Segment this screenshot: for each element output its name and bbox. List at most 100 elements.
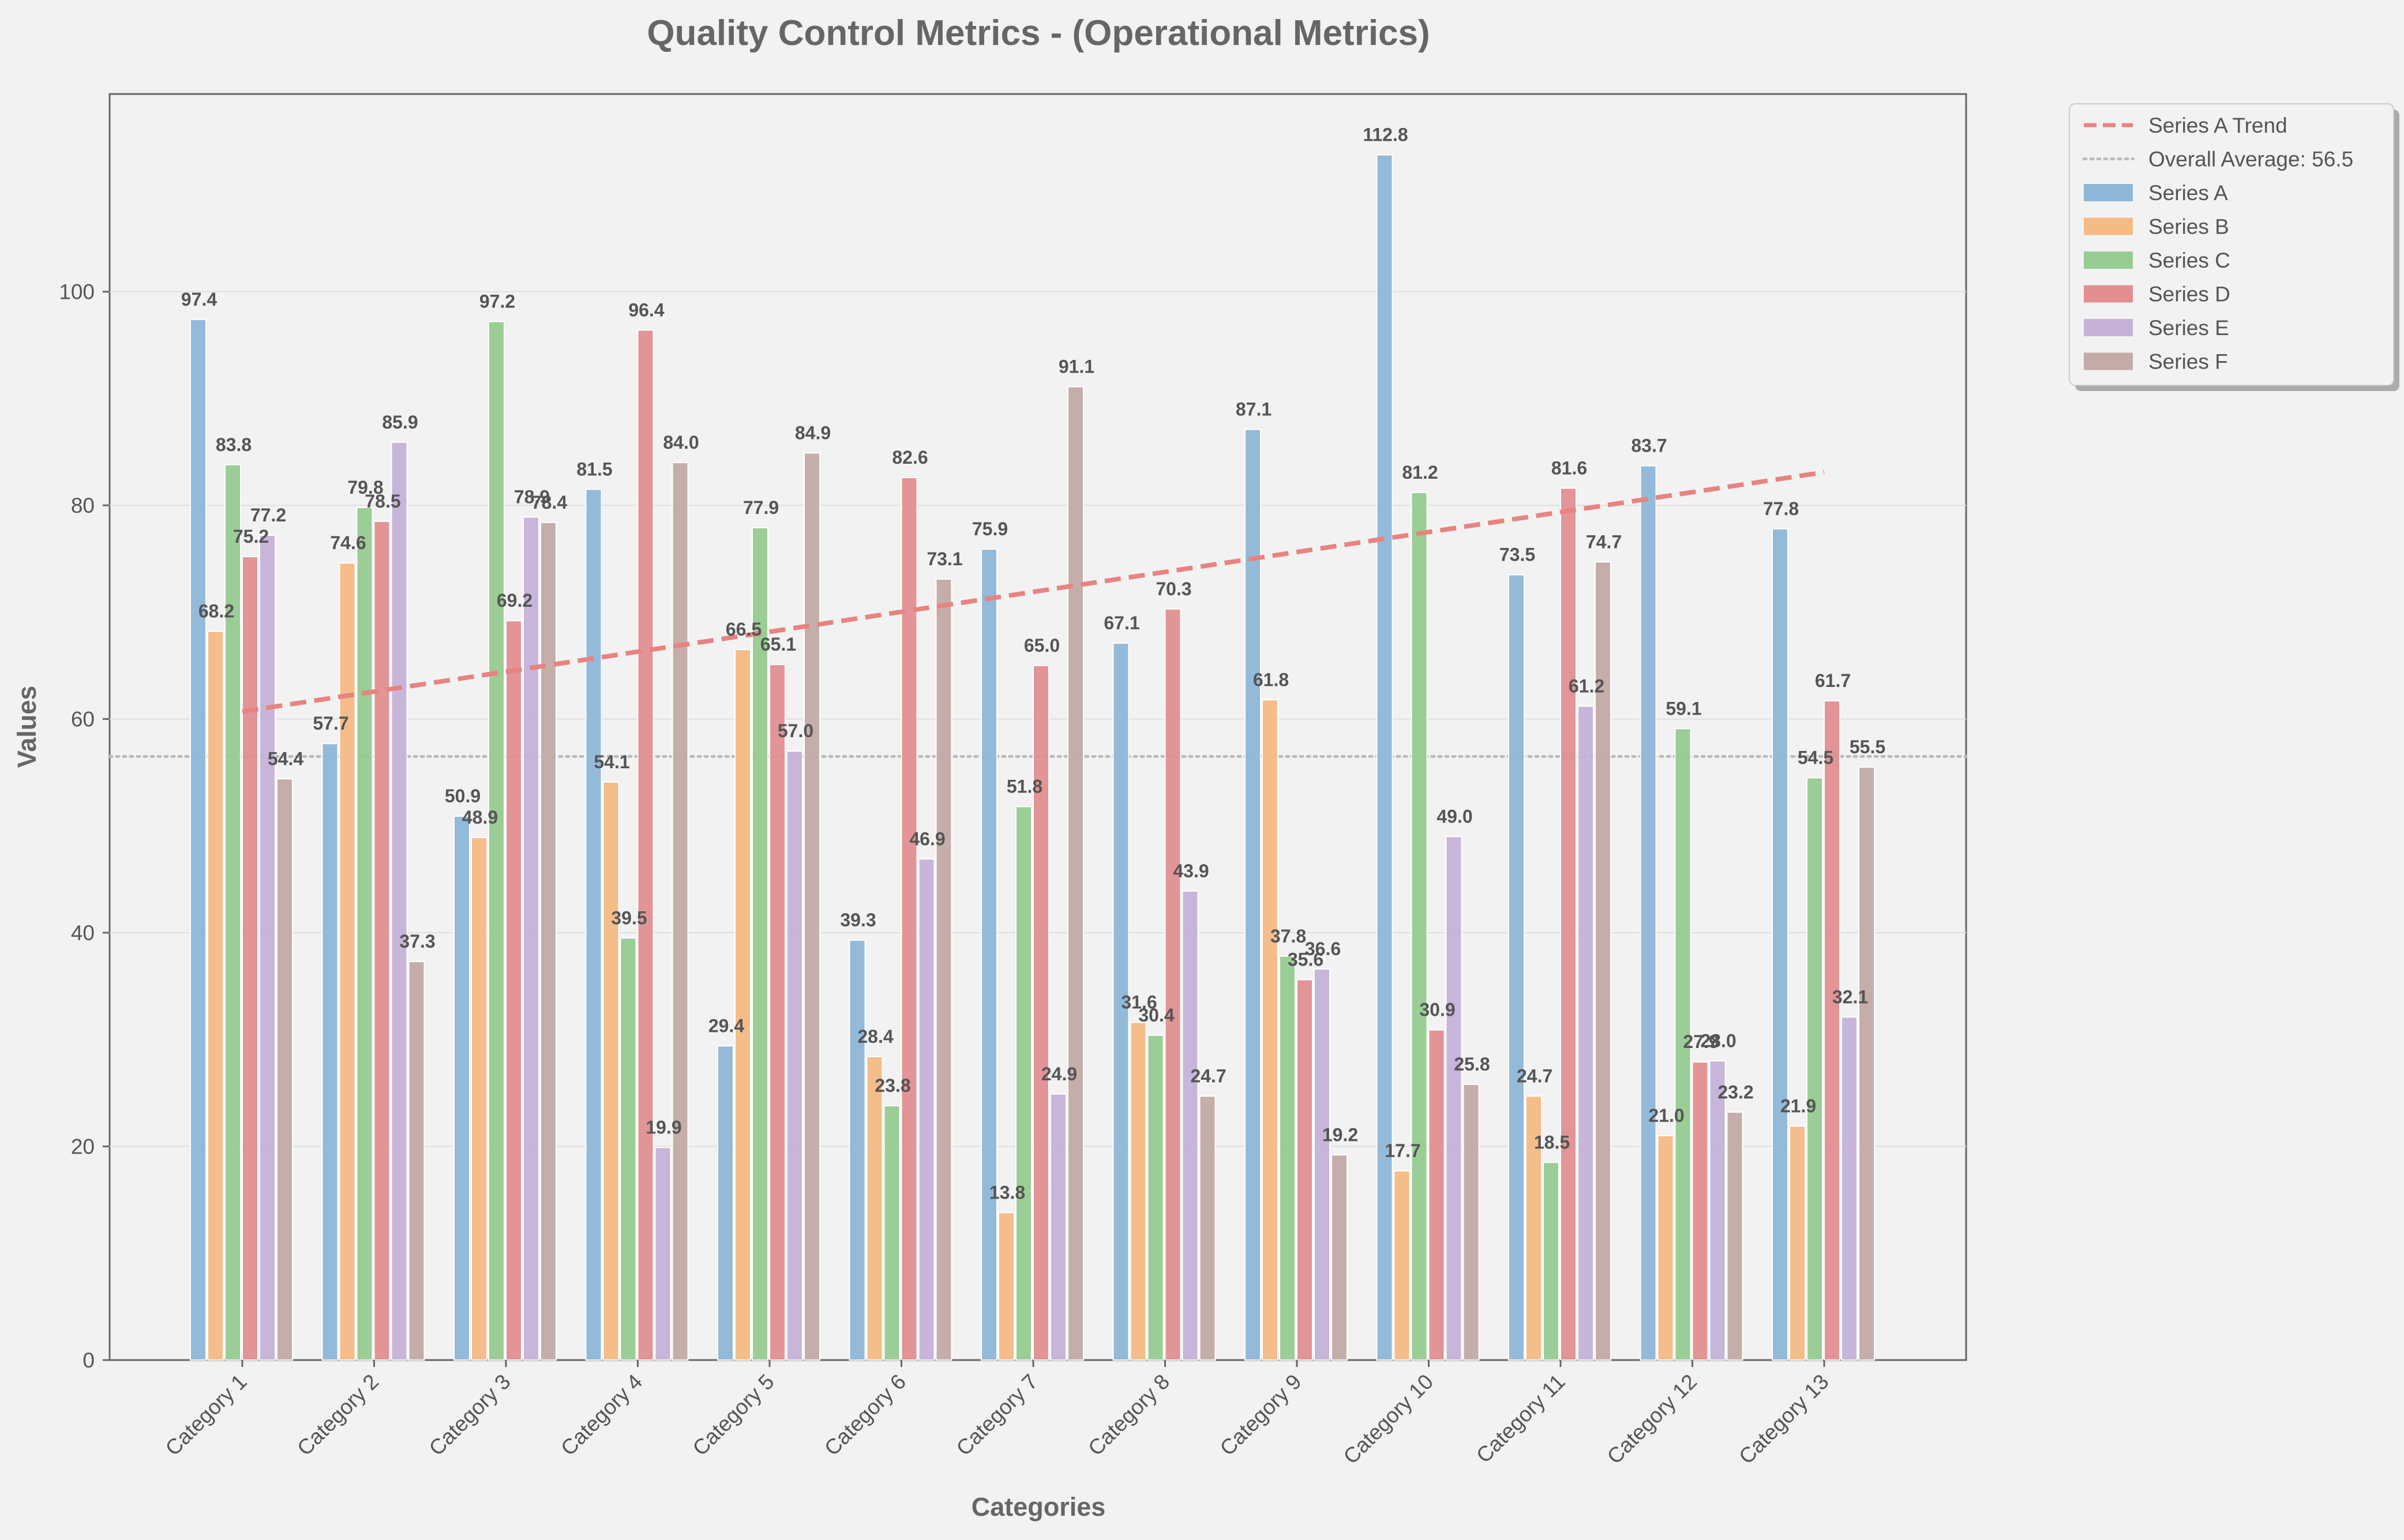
bar-value-label: 19.2 — [1322, 1124, 1358, 1145]
x-tick-label: Category 7 — [952, 1370, 1042, 1460]
bar-value-label: 74.7 — [1586, 531, 1622, 552]
bar — [1824, 700, 1840, 1361]
bar — [1508, 574, 1525, 1361]
bar-value-label: 21.9 — [1780, 1095, 1816, 1116]
bar-value-label: 75.2 — [233, 526, 269, 547]
bar-value-label: 112.8 — [1363, 125, 1408, 145]
bar-value-label: 57.0 — [778, 720, 813, 741]
y-tick-label: 40 — [71, 921, 95, 945]
bar — [1112, 643, 1130, 1361]
bar-value-label: 54.5 — [1798, 747, 1833, 768]
x-tick-label: Category 10 — [1339, 1370, 1438, 1469]
bar-value-label: 97.4 — [181, 289, 217, 310]
legend-label: Series C — [2148, 249, 2230, 272]
bar-value-label: 84.0 — [663, 432, 699, 453]
bar — [1692, 1061, 1709, 1361]
bar-value-label: 65.1 — [760, 634, 796, 655]
y-tick-label: 60 — [71, 708, 95, 731]
bar — [321, 743, 339, 1361]
bar-value-label: 30.9 — [1419, 1000, 1455, 1020]
x-tick-label: Category 4 — [556, 1370, 647, 1460]
bar-value-label: 81.6 — [1551, 458, 1587, 479]
bar — [1033, 664, 1049, 1361]
x-tick-label: Category 3 — [425, 1370, 515, 1460]
bar-value-label: 73.1 — [927, 549, 962, 569]
bar-value-label: 32.1 — [1832, 986, 1868, 1007]
bar — [1331, 1154, 1348, 1361]
bar-value-label: 61.8 — [1253, 669, 1289, 690]
bar — [1674, 728, 1692, 1361]
y-tick-label: 0 — [82, 1349, 95, 1372]
bar — [637, 329, 654, 1361]
bar — [207, 630, 224, 1361]
bar-value-label: 17.7 — [1385, 1140, 1420, 1161]
bar — [356, 506, 373, 1361]
bar-value-label: 13.8 — [989, 1182, 1025, 1203]
bar — [1164, 608, 1182, 1361]
bar — [190, 318, 207, 1361]
bar-value-label: 24.7 — [1517, 1065, 1552, 1086]
legend: Series A Trend Overall Average: 56.5 Serie… — [2069, 103, 2399, 391]
legend-box — [2069, 103, 2394, 386]
x-tick-label: Category 1 — [161, 1370, 252, 1460]
bar-value-label: 50.9 — [445, 786, 481, 806]
bar — [1525, 1095, 1542, 1361]
bar — [1789, 1125, 1806, 1361]
bar-value-label: 59.1 — [1666, 698, 1701, 719]
x-tick-label: Category 5 — [688, 1370, 779, 1460]
x-tick-label: Category 8 — [1083, 1370, 1174, 1460]
bar — [339, 562, 356, 1361]
bar-value-label: 83.7 — [1631, 435, 1667, 456]
bar — [276, 778, 293, 1361]
bar-value-label: 25.8 — [1454, 1054, 1490, 1075]
bar — [849, 940, 866, 1361]
bar — [1296, 979, 1313, 1361]
y-tick-label: 100 — [59, 280, 95, 304]
legend-swatch — [2084, 251, 2133, 269]
legend-label: Series B — [2148, 215, 2229, 239]
bar — [1806, 777, 1823, 1361]
bar-value-label: 74.6 — [330, 532, 366, 553]
x-tick-label: Category 2 — [292, 1370, 383, 1460]
bar — [1858, 766, 1875, 1361]
bar-value-label: 78.4 — [531, 492, 567, 513]
x-tick-label: Category 13 — [1734, 1370, 1833, 1469]
bar — [1462, 1084, 1480, 1361]
bar-value-label: 65.0 — [1024, 635, 1060, 656]
bar — [672, 462, 689, 1361]
bar-value-label: 67.1 — [1104, 613, 1139, 633]
trend-line-path — [242, 469, 1825, 714]
bar-value-label: 73.5 — [1499, 544, 1535, 565]
legend-swatch — [2084, 184, 2133, 201]
bar-value-label: 43.9 — [1173, 861, 1209, 881]
x-tick-label: Category 12 — [1603, 1370, 1702, 1469]
bar — [523, 516, 539, 1361]
bar-value-label: 54.1 — [594, 752, 629, 772]
x-tick-label: Category 6 — [820, 1370, 910, 1460]
bar-value-label: 48.9 — [462, 807, 498, 828]
bar — [1279, 955, 1296, 1361]
bar-value-label: 28.0 — [1700, 1030, 1736, 1051]
bar — [981, 549, 997, 1361]
bar — [1182, 890, 1199, 1361]
bar-value-label: 31.6 — [1121, 992, 1157, 1013]
bar — [883, 1105, 901, 1361]
bar — [391, 441, 408, 1361]
bar — [540, 521, 557, 1361]
bar — [1560, 487, 1577, 1361]
legend-swatch — [2084, 217, 2133, 235]
bar-value-label: 77.2 — [250, 505, 286, 525]
bar-value-label: 23.2 — [1717, 1081, 1753, 1102]
bar — [585, 489, 602, 1361]
x-tick-label: Category 11 — [1472, 1370, 1570, 1468]
bar — [901, 476, 918, 1361]
bar-value-label: 57.7 — [313, 713, 348, 734]
bar — [1841, 1016, 1858, 1361]
bar — [866, 1056, 883, 1361]
bar — [1050, 1093, 1067, 1361]
y-tick-label: 20 — [71, 1135, 95, 1159]
bar-value-label: 23.8 — [875, 1075, 910, 1096]
bar-value-label: 87.1 — [1236, 399, 1272, 420]
bar — [505, 620, 522, 1361]
bar-value-label: 30.4 — [1138, 1005, 1174, 1026]
